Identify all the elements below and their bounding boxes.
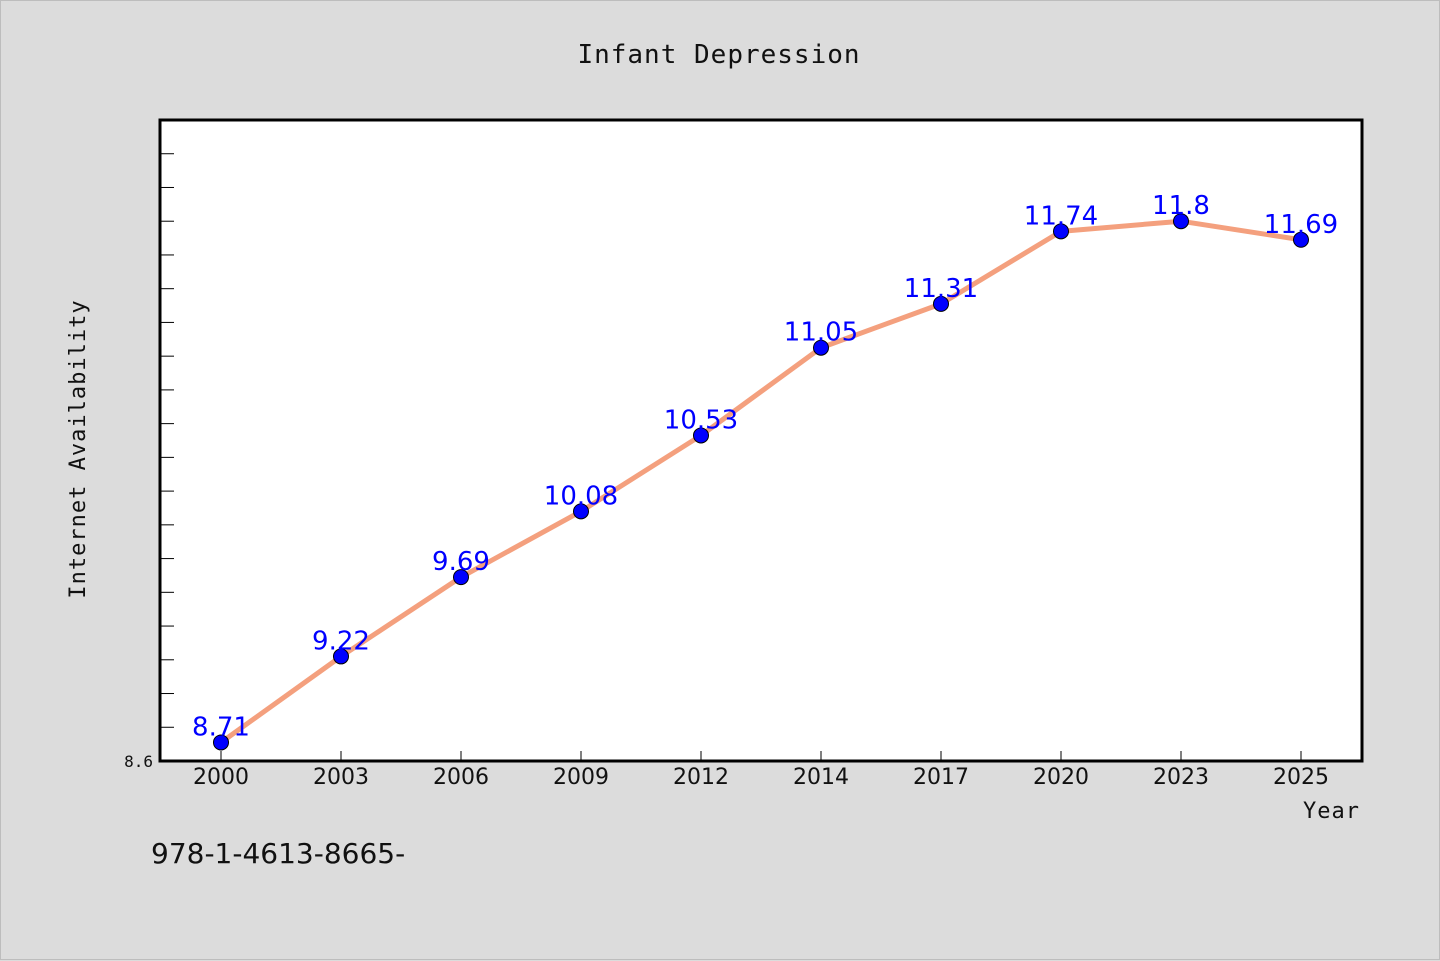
- x-tick-label: 2020: [1033, 765, 1089, 790]
- data-point: [573, 503, 589, 520]
- data-point: [333, 648, 349, 665]
- y-axis-label: Internet Availability: [66, 299, 91, 598]
- x-tick-label: 2012: [673, 765, 729, 790]
- x-axis-label: Year: [1303, 799, 1360, 824]
- data-label: 11.8: [1152, 191, 1210, 221]
- data-label: 10.08: [544, 481, 618, 511]
- data-point: [933, 295, 949, 312]
- data-label: 9.22: [312, 626, 370, 656]
- series-line: [218, 218, 1304, 745]
- data-label: 9.69: [432, 547, 490, 577]
- chart-title: Infant Depression: [577, 40, 860, 70]
- data-label: 10.53: [664, 405, 738, 435]
- data-label: 11.69: [1264, 210, 1338, 240]
- data-point: [1293, 231, 1309, 248]
- data-label: 11.31: [904, 274, 978, 304]
- data-point: [813, 339, 829, 356]
- y-axis-min-label: 8.6: [124, 752, 153, 771]
- y-axis-ticks: [160, 153, 174, 728]
- series-0: 8.71 9.22 9.69 10.08 10.53 11.05 11.31 11.74 11.…: [192, 191, 1338, 751]
- data-label: 11.05: [784, 318, 858, 348]
- x-tick-label: 2003: [313, 765, 369, 790]
- x-tick-label: 2006: [433, 765, 489, 790]
- data-point: [213, 734, 229, 751]
- data-point: [1053, 223, 1069, 240]
- data-point: [1173, 213, 1189, 230]
- x-tick-label: 2009: [553, 765, 609, 790]
- data-label: 11.74: [1024, 201, 1098, 231]
- x-tick-label: 2000: [193, 765, 249, 790]
- x-tick-label: 2014: [793, 765, 849, 790]
- x-tick-label: 2023: [1153, 765, 1209, 790]
- data-point: [453, 569, 469, 586]
- x-tick-label: 2017: [913, 765, 969, 790]
- data-label: 8.71: [192, 712, 250, 742]
- data-point: [693, 427, 709, 444]
- x-axis-ticks: 2000 2003 2006 2009 2012 2014 2017 2020 2023 2025: [193, 751, 1329, 790]
- x-tick-label: 2025: [1273, 765, 1329, 790]
- plot-area: [158, 118, 1364, 763]
- footer-text: 978-1-4613-8665-: [151, 837, 405, 870]
